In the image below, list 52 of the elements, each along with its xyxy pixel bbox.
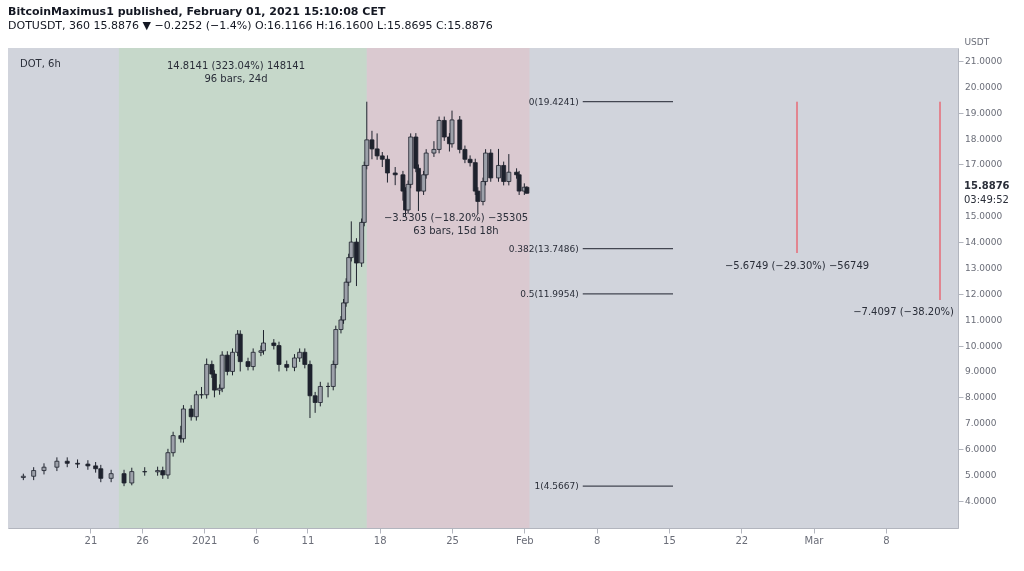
annotation: −5.6749 (−29.30%) −56749: [724, 260, 870, 271]
ref-line-label: 0.382(13.7486): [508, 243, 579, 254]
x-tick-label: 26: [136, 534, 149, 546]
ref-line-label: 0(19.4241): [528, 96, 579, 107]
ref-line-label: 0.5(11.9954): [520, 288, 579, 299]
y-tick-label: 8.0000: [965, 392, 997, 403]
candlestick: [108, 469, 114, 483]
x-tick-label: 25: [446, 534, 459, 546]
x-tick-label: 2021: [191, 534, 218, 546]
y-tick-label: 7.0000: [965, 418, 997, 429]
y-tick-label: 12.0000: [965, 288, 1003, 299]
y-tick-label: 10.0000: [965, 340, 1003, 351]
ref-line-label: 1(4.5667): [534, 481, 579, 492]
x-tick-label: 15: [663, 534, 676, 546]
x-tick-label: 6: [253, 534, 260, 546]
annotation: 14.8141 (323.04%) 148141: [166, 60, 306, 71]
y-tick-label: 6.0000: [965, 444, 997, 455]
y-tick-label: 4.0000: [965, 495, 997, 506]
y-axis-title: USDT: [964, 36, 990, 47]
y-tick-label: 9.0000: [965, 366, 997, 377]
x-tick-label: Mar: [804, 534, 825, 546]
x-tick-label: 11: [301, 534, 315, 546]
candlestick: [85, 459, 91, 471]
x-tick-label: 8: [883, 534, 890, 546]
x-tick-label: Feb: [515, 534, 534, 546]
x-tick-label: 21: [84, 534, 98, 546]
chart-subtitle: DOTUSDT, 360 15.8876 ▼ −0.2252 (−1.4%) O:16.1166 H:16.1600 L:15.8695 C:15.8876: [8, 19, 493, 32]
y-tick-label: 20.0000: [965, 81, 1003, 92]
annotation: −7.4097 (−38.20%): [853, 306, 955, 317]
y-tick-label: 19.0000: [965, 107, 1003, 118]
candlestick: [41, 462, 47, 475]
y-tick-label: 21.0000: [965, 55, 1003, 66]
y-tick-label: 18.0000: [965, 133, 1003, 144]
x-tick-label: 8: [593, 534, 601, 546]
text: 03:49:52: [964, 194, 1009, 205]
annotation: 96 bars, 24d: [204, 73, 268, 84]
candlestick: [261, 329, 266, 356]
x-tick-label: 22: [735, 534, 749, 546]
y-tick-label: 5.0000: [965, 469, 997, 480]
y-tick-label: 11.0000: [965, 314, 1003, 325]
y-tick-label: 17.0000: [965, 159, 1003, 170]
annotation: 63 bars, 15d 18h: [413, 225, 499, 236]
annotation: DOT, 6h: [20, 58, 61, 69]
text: 15.8876: [964, 180, 1010, 191]
y-tick-label: 13.0000: [965, 262, 1003, 273]
annotation: −3.5305 (−18.20%) −35305: [383, 212, 529, 223]
candlestick: [54, 456, 60, 472]
y-tick-label: 14.0000: [965, 237, 1003, 248]
x-tick-label: 18: [373, 534, 387, 546]
candlestick: [392, 166, 398, 186]
y-tick-label: 15.0000: [965, 211, 1003, 222]
chart-title: BitcoinMaximus1 published, February 01, 2021 15:10:08 CET: [8, 5, 386, 18]
